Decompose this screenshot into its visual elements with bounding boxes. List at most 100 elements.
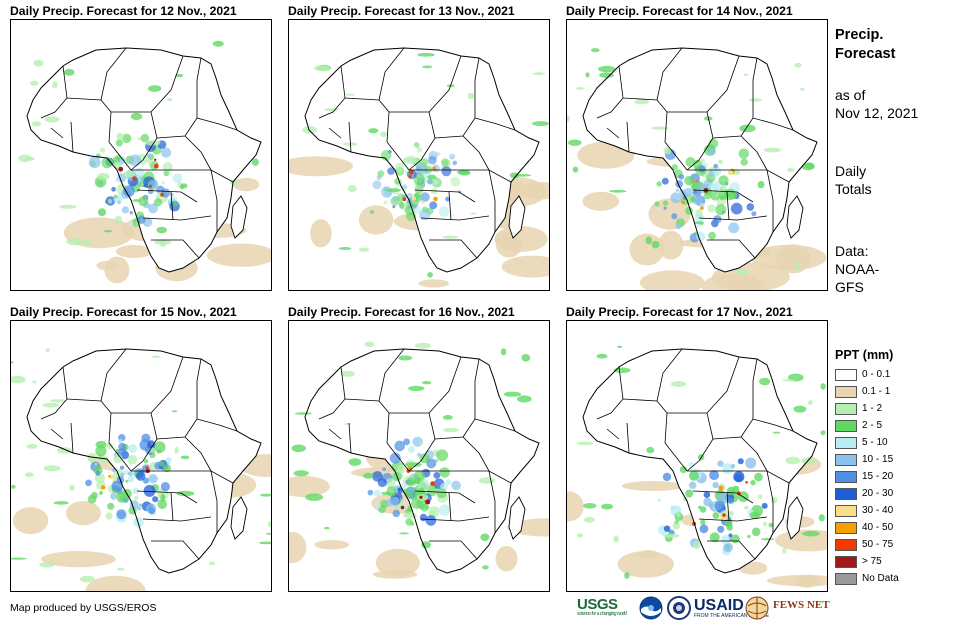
- map-panel-13-nov: Daily Precip. Forecast for 13 Nov., 2021: [288, 4, 550, 291]
- legend-row: 1 - 2: [835, 400, 960, 417]
- coastline: [26, 47, 262, 273]
- legend-label: 2 - 5: [862, 420, 883, 431]
- asof-label: as of: [835, 87, 866, 103]
- legend-row: > 75: [835, 553, 960, 570]
- legend-swatch: [835, 368, 857, 381]
- legend-label: 15 - 20: [862, 471, 894, 482]
- fews-globe-icon: [745, 596, 769, 620]
- legend-swatch: [835, 504, 857, 517]
- madagascar: [230, 496, 248, 540]
- panel-title: Daily Precip. Forecast for 15 Nov., 2021: [10, 305, 237, 319]
- usgs-logo-text: USGS: [577, 596, 618, 613]
- legend-swatch: [835, 436, 857, 449]
- precip-map: [566, 19, 828, 291]
- ppt-legend: PPT (mm) 0 - 0.1 0.1 - 1 1 - 2 2 - 5 5 - 10 1…: [835, 348, 960, 587]
- coastline: [304, 47, 540, 273]
- legend-swatch: [835, 538, 857, 551]
- precip-map: [10, 19, 272, 291]
- country-borders: [40, 348, 238, 560]
- legend-row: 50 - 75: [835, 536, 960, 553]
- legend-row: 10 - 15: [835, 451, 960, 468]
- data-line-3: GFS: [835, 279, 864, 295]
- legend-swatch: [835, 487, 857, 500]
- dhs-seal-icon: [667, 596, 691, 620]
- map-panel-14-nov: Daily Precip. Forecast for 14 Nov., 2021: [566, 4, 828, 291]
- panel-title: Daily Precip. Forecast for 14 Nov., 2021: [566, 4, 793, 18]
- agency-logos: USGS science for a changing world USAID …: [577, 596, 830, 625]
- legend-label: 30 - 40: [862, 505, 894, 516]
- coastline: [26, 348, 262, 574]
- usgs-logo: USGS science for a changing world: [577, 596, 627, 617]
- totals-line-2: Totals: [835, 181, 872, 197]
- legend-row: 0 - 0.1: [835, 366, 960, 383]
- precip-map: [10, 320, 272, 592]
- legend-swatch: [835, 385, 857, 398]
- panel-title: Daily Precip. Forecast for 13 Nov., 2021: [288, 4, 515, 18]
- legend-row: 20 - 30: [835, 485, 960, 502]
- legend-swatch: [835, 453, 857, 466]
- map-panel-15-nov: Daily Precip. Forecast for 15 Nov., 2021: [10, 305, 272, 592]
- usaid-logo: USAID FROM THE AMERICAN PEOPLE: [694, 597, 769, 619]
- usgs-tagline: science for a changing world: [577, 611, 627, 617]
- credit-text: Map produced by USGS/EROS: [10, 602, 157, 614]
- legend-row: 15 - 20: [835, 468, 960, 485]
- madagascar: [508, 195, 526, 239]
- usaid-tagline: FROM THE AMERICAN PEOPLE: [694, 613, 769, 619]
- legend-label: No Data: [862, 573, 899, 584]
- country-borders: [318, 348, 516, 560]
- madagascar: [508, 496, 526, 540]
- legend-swatch: [835, 470, 857, 483]
- precip-map: [288, 320, 550, 592]
- legend-label: 10 - 15: [862, 454, 894, 465]
- madagascar: [786, 195, 804, 239]
- legend-swatch: [835, 555, 857, 568]
- legend-swatch: [835, 402, 857, 415]
- coastline: [582, 348, 818, 574]
- legend-row: 0.1 - 1: [835, 383, 960, 400]
- panel-title: Daily Precip. Forecast for 17 Nov., 2021: [566, 305, 793, 319]
- totals-line-1: Daily: [835, 163, 867, 179]
- country-borders: [318, 47, 516, 259]
- coastline: [304, 348, 540, 574]
- legend-swatch: [835, 572, 857, 585]
- legend-label: 5 - 10: [862, 437, 888, 448]
- precip-map: [566, 320, 828, 592]
- legend-row: 40 - 50: [835, 519, 960, 536]
- madagascar: [786, 496, 804, 540]
- legend-title: PPT (mm): [835, 348, 894, 362]
- country-borders: [596, 348, 794, 560]
- coastline: [582, 47, 818, 273]
- madagascar: [230, 195, 248, 239]
- noaa-logo-icon: [639, 596, 663, 620]
- precip-map: [288, 19, 550, 291]
- country-borders: [596, 47, 794, 259]
- data-line-1: Data:: [835, 243, 869, 259]
- legend-label: 1 - 2: [862, 403, 883, 414]
- legend-row: 5 - 10: [835, 434, 960, 451]
- legend-label: 0.1 - 1: [862, 386, 891, 397]
- map-panel-12-nov: Daily Precip. Forecast for 12 Nov., 2021: [10, 4, 272, 291]
- panel-title: Daily Precip. Forecast for 12 Nov., 2021: [10, 4, 237, 18]
- legend-label: 20 - 30: [862, 488, 894, 499]
- map-panel-16-nov: Daily Precip. Forecast for 16 Nov., 2021: [288, 305, 550, 592]
- precip-layer: [18, 40, 259, 248]
- legend-label: 0 - 0.1: [862, 369, 891, 380]
- legend-swatch: [835, 521, 857, 534]
- fews-logo-text: FEWS NET: [773, 599, 830, 611]
- legend-row: 30 - 40: [835, 502, 960, 519]
- heading-line-2: Forecast: [835, 46, 896, 62]
- legend-label: > 75: [862, 556, 882, 567]
- data-line-2: NOAA-: [835, 261, 880, 277]
- legend-label: 50 - 75: [862, 539, 894, 550]
- precip-layer: [11, 348, 271, 583]
- legend-label: 40 - 50: [862, 522, 894, 533]
- panel-title: Daily Precip. Forecast for 16 Nov., 2021: [288, 305, 515, 319]
- legend-row: 2 - 5: [835, 417, 960, 434]
- asof-date: Nov 12, 2021: [835, 105, 919, 121]
- fews-net-logo: FEWS NET: [745, 596, 830, 625]
- heading-line-1: Precip.: [835, 27, 884, 43]
- map-panel-17-nov: Daily Precip. Forecast for 17 Nov., 2021: [566, 305, 828, 592]
- country-borders: [40, 47, 238, 259]
- usaid-logo-text: USAID: [694, 597, 744, 614]
- legend-swatch: [835, 419, 857, 432]
